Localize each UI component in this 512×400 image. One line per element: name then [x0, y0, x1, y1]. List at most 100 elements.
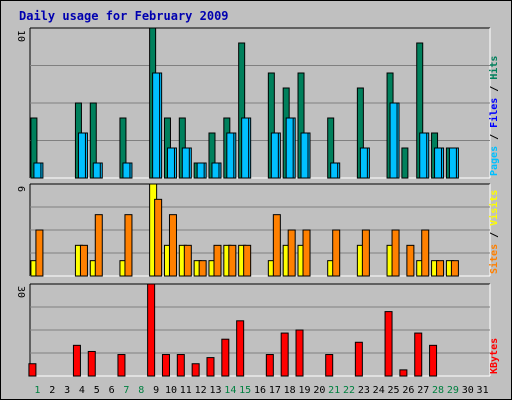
bar-kbytes-day-26 — [399, 369, 408, 377]
legend-files: Files — [488, 98, 500, 128]
x-tick-label-4: 4 — [79, 385, 85, 396]
bar-pages-day-17 — [270, 132, 279, 179]
bar-kbytes-day-25 — [384, 311, 393, 377]
x-tick-label-21: 21 — [328, 385, 340, 396]
y-tick-label: 10 — [15, 30, 26, 42]
x-tick-label-18: 18 — [284, 385, 296, 396]
panel-kbytes: 30 KBytes — [15, 283, 500, 377]
bar-sites-day-27 — [421, 229, 430, 277]
x-tick-label-17: 17 — [269, 385, 281, 396]
bar-pages-day-5 — [92, 162, 101, 179]
x-tick-label-8: 8 — [138, 385, 144, 396]
legend-kbytes: KBytes — [489, 338, 500, 374]
bar-kbytes-day-19 — [295, 329, 304, 377]
bar-pages-day-14 — [226, 132, 235, 179]
bar-sites-day-17 — [272, 214, 281, 277]
bar-kbytes-day-14 — [221, 338, 230, 377]
bar-pages-day-7 — [122, 162, 131, 179]
x-tick-label-5: 5 — [94, 385, 100, 396]
bar-kbytes-day-1 — [28, 363, 37, 377]
bar-pages-day-21 — [330, 162, 339, 179]
bar-sites-day-12 — [198, 260, 207, 277]
x-tick-label-26: 26 — [402, 385, 414, 396]
bar-pages-day-9 — [152, 72, 161, 179]
panel-hits-files-pages: 10 Pages / Files / Hits — [15, 27, 500, 179]
x-tick-label-9: 9 — [153, 385, 159, 396]
bar-pages-day-11 — [181, 147, 190, 179]
bar-sites-day-26 — [406, 244, 415, 277]
x-tick-label-1: 1 — [34, 385, 40, 396]
bar-kbytes-day-27 — [414, 332, 423, 377]
bar-kbytes-day-11 — [176, 354, 185, 377]
bar-hits-day-26 — [401, 147, 409, 179]
bar-sites-day-11 — [183, 244, 192, 277]
bar-kbytes-day-5 — [87, 350, 96, 377]
bar-pages-day-23 — [359, 147, 368, 179]
y-tick-label: 6 — [15, 186, 26, 192]
x-tick-label-20: 20 — [313, 385, 325, 396]
x-tick-label-6: 6 — [109, 385, 115, 396]
x-tick-label-2: 2 — [49, 385, 55, 396]
bar-sites-day-10 — [168, 214, 177, 277]
y-tick-label: 30 — [15, 286, 26, 298]
legend-separator: / — [489, 80, 500, 98]
bar-pages-day-29 — [448, 147, 457, 179]
x-tick-label-12: 12 — [195, 385, 207, 396]
x-tick-label-7: 7 — [123, 385, 129, 396]
bar-kbytes-day-23 — [354, 341, 363, 377]
bar-sites-day-14 — [228, 244, 237, 277]
x-axis-labels: 1 2 3 4 5 6 7 8 9 10 11 12 13 14 15 16 17 18 19 20 21 22 23 24 2… — [34, 385, 488, 396]
x-tick-label-29: 29 — [447, 385, 459, 396]
bar-kbytes-day-18 — [280, 332, 289, 377]
chart-title: Daily usage for February 2009 — [19, 9, 229, 23]
bar-sites-day-13 — [213, 244, 222, 277]
bar-pages-day-19 — [300, 132, 309, 179]
bar-pages-day-4 — [77, 132, 86, 179]
bar-sites-day-25 — [391, 229, 400, 277]
bar-kbytes-day-12 — [191, 363, 200, 377]
x-tick-label-11: 11 — [180, 385, 192, 396]
bar-pages-day-12 — [196, 162, 205, 179]
bar-sites-day-23 — [361, 229, 370, 277]
legend-pages: Pages — [489, 146, 500, 176]
bar-sites-day-5 — [94, 214, 103, 277]
legend-visits: Visits — [488, 190, 500, 226]
bar-sites-day-9 — [154, 198, 163, 277]
x-tick-label-28: 28 — [432, 385, 444, 396]
bar-kbytes-day-21 — [325, 354, 334, 377]
bar-kbytes-day-13 — [206, 357, 215, 377]
bar-pages-day-1 — [33, 162, 42, 179]
bar-kbytes-day-17 — [265, 354, 274, 377]
bar-pages-day-13 — [211, 162, 220, 179]
x-tick-label-3: 3 — [64, 385, 70, 396]
x-tick-label-24: 24 — [373, 385, 385, 396]
bar-sites-day-21 — [332, 229, 341, 277]
x-tick-label-30: 30 — [462, 385, 474, 396]
chart-panels: 10 Pages / Files / Hits 6 Sites / Visits 30 K… — [15, 27, 500, 377]
bar-sites-day-1 — [35, 229, 44, 277]
bar-sites-day-7 — [124, 214, 133, 277]
bar-pages-day-25 — [389, 102, 398, 179]
legend-sites: Sites — [488, 244, 500, 274]
legend-separator: / — [489, 226, 500, 244]
bar-kbytes-day-4 — [72, 344, 81, 377]
x-tick-label-25: 25 — [388, 385, 400, 396]
bar-pages-day-10 — [166, 147, 175, 179]
bar-pages-day-15 — [241, 117, 250, 179]
x-tick-label-16: 16 — [254, 385, 266, 396]
bar-sites-day-15 — [243, 244, 252, 277]
bar-kbytes-day-7 — [117, 354, 126, 377]
bar-sites-day-28 — [436, 260, 445, 277]
x-tick-label-15: 15 — [239, 385, 251, 396]
bar-pages-day-18 — [285, 117, 294, 179]
x-tick-label-10: 10 — [165, 385, 177, 396]
x-tick-label-27: 27 — [417, 385, 429, 396]
legend-kbytes: KBytes — [489, 338, 500, 374]
bar-pages-day-27 — [419, 132, 428, 179]
panel-visits-sites: 6 Sites / Visits — [15, 183, 500, 277]
bar-sites-day-4 — [79, 244, 88, 277]
bar-pages-day-28 — [434, 147, 443, 179]
legend-hits: Hits — [488, 56, 500, 80]
legend-hits-files-pages: Pages / Files / Hits — [488, 56, 500, 176]
